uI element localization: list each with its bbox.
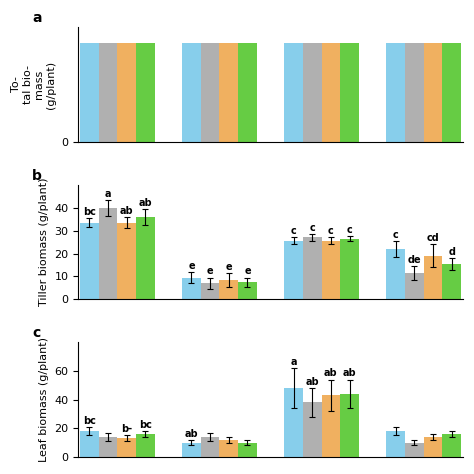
Text: a: a [105, 189, 111, 199]
Bar [386, 431, 405, 457]
Bar [99, 43, 118, 142]
Bar [405, 273, 424, 300]
Bar [405, 443, 424, 457]
Bar [321, 241, 340, 300]
Bar [80, 431, 99, 457]
Bar [201, 43, 219, 142]
Text: ab: ab [138, 198, 152, 208]
Bar [182, 443, 201, 457]
Bar [219, 280, 238, 300]
Bar [136, 43, 155, 142]
Text: e: e [188, 261, 195, 271]
Bar [386, 249, 405, 300]
Bar [219, 440, 238, 457]
Bar [340, 43, 359, 142]
Bar [182, 43, 201, 142]
Bar [284, 43, 303, 142]
Text: b: b [32, 168, 42, 182]
Y-axis label: Tiller biomass (g/plant): Tiller biomass (g/plant) [39, 178, 49, 306]
Text: e: e [207, 266, 213, 276]
Bar [80, 43, 99, 142]
Bar [238, 282, 257, 300]
Text: c: c [346, 225, 353, 235]
Text: a: a [32, 11, 42, 25]
Bar [442, 264, 461, 300]
Bar [136, 434, 155, 457]
Bar [238, 443, 257, 457]
Bar [303, 43, 321, 142]
Bar [284, 388, 303, 457]
Text: c: c [32, 326, 40, 340]
Text: e: e [226, 262, 232, 272]
Bar [424, 256, 442, 300]
Bar [424, 43, 442, 142]
Text: ab: ab [120, 206, 134, 216]
Text: c: c [328, 227, 334, 237]
Text: d: d [448, 247, 455, 257]
Bar [118, 438, 136, 457]
Bar [442, 434, 461, 457]
Bar [201, 437, 219, 457]
Bar [201, 283, 219, 300]
Bar [386, 43, 405, 142]
Bar [321, 395, 340, 457]
Bar [99, 208, 118, 300]
Text: c: c [393, 230, 399, 240]
Text: ab: ab [324, 368, 338, 378]
Text: b-: b- [121, 424, 132, 434]
Text: ab: ab [343, 368, 356, 378]
Y-axis label: To-
tal bio-
mass
(g/plant): To- tal bio- mass (g/plant) [11, 61, 56, 109]
Bar [99, 437, 118, 457]
Y-axis label: Leaf biomass (g/plant): Leaf biomass (g/plant) [39, 337, 49, 462]
Bar [238, 43, 257, 142]
Bar [136, 217, 155, 300]
Text: e: e [244, 266, 251, 276]
Text: bc: bc [139, 420, 152, 430]
Bar [118, 223, 136, 300]
Bar [321, 43, 340, 142]
Text: de: de [408, 255, 421, 265]
Text: c: c [291, 227, 296, 237]
Text: bc: bc [83, 416, 96, 426]
Bar [405, 43, 424, 142]
Bar [219, 43, 238, 142]
Text: bc: bc [83, 207, 96, 217]
Bar [303, 402, 321, 457]
Bar [424, 437, 442, 457]
Bar [118, 43, 136, 142]
Bar [80, 223, 99, 300]
Text: cd: cd [427, 233, 439, 243]
Text: ab: ab [185, 428, 198, 438]
Text: ab: ab [305, 377, 319, 387]
Bar [340, 394, 359, 457]
Bar [182, 278, 201, 300]
Bar [340, 238, 359, 300]
Bar [284, 241, 303, 300]
Bar [442, 43, 461, 142]
Text: a: a [291, 357, 297, 367]
Text: c: c [310, 223, 315, 233]
Bar [303, 237, 321, 300]
